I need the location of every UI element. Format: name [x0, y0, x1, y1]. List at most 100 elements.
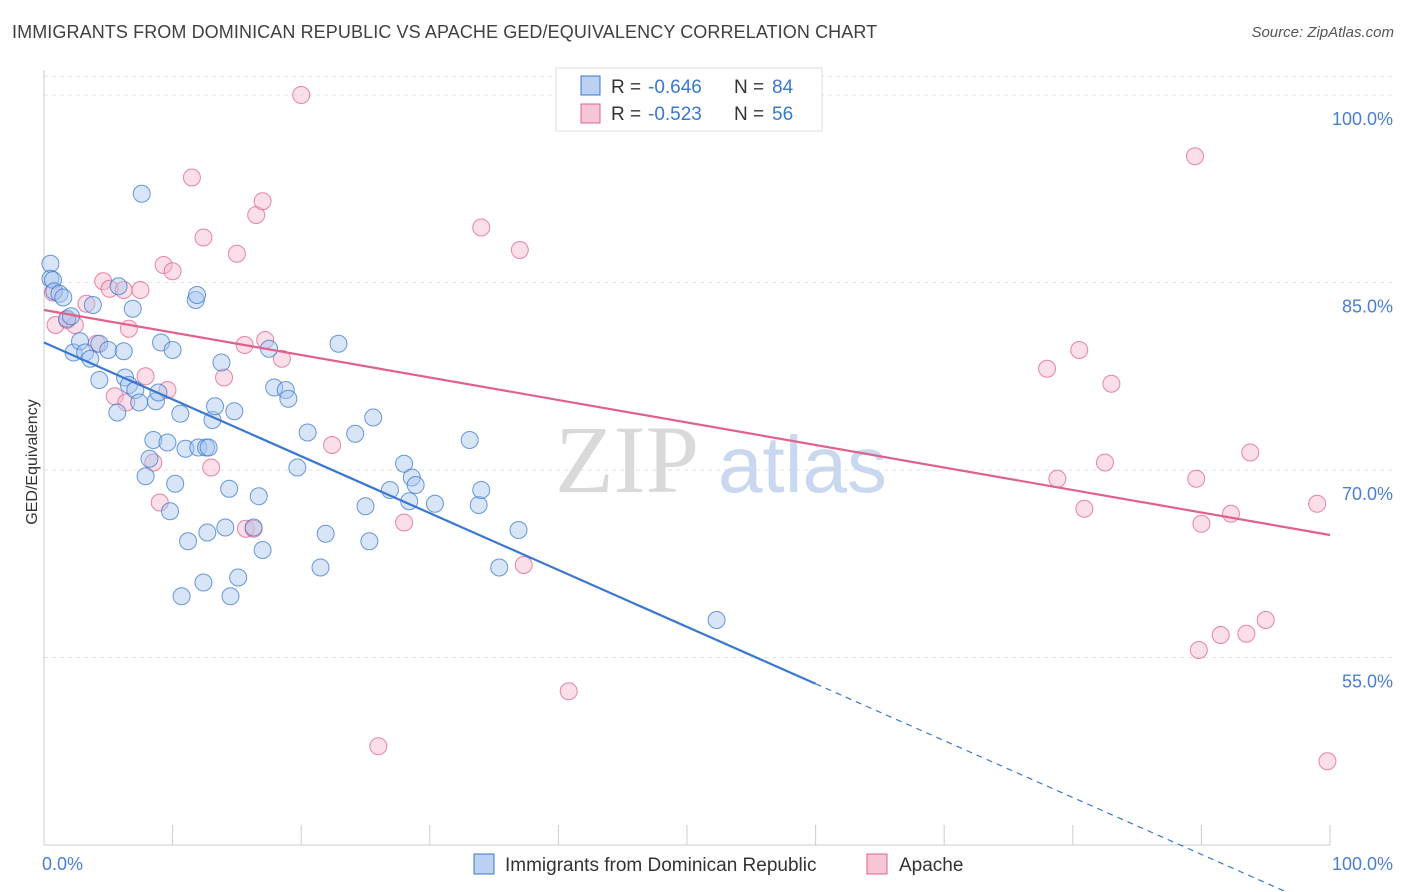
data-point-pink: [1048, 469, 1067, 488]
watermark-zip: ZIP: [555, 406, 699, 513]
data-point-pink: [395, 513, 414, 532]
data-point-blue: [179, 532, 198, 551]
data-point-pink: [292, 86, 311, 104]
correlation-legend: R = -0.646 N = 84 R = -0.523 N = 56: [555, 67, 823, 132]
data-point-blue: [144, 431, 163, 449]
data-point-pink: [1318, 752, 1337, 771]
data-point-pink: [202, 458, 221, 477]
data-point-pink: [1237, 624, 1256, 643]
y-tick-label: 85.0%: [1342, 297, 1393, 317]
data-point-blue: [225, 402, 244, 421]
x-tick-labels: 0.0% 100.0%: [42, 854, 1393, 874]
data-point-pink: [182, 168, 201, 187]
series-legend-label-blue: Immigrants from Dominican Republic: [505, 855, 817, 876]
data-point-blue: [472, 481, 491, 499]
data-point-blue: [71, 332, 90, 351]
y-tick-label: 55.0%: [1342, 672, 1393, 692]
data-point-blue: [41, 254, 60, 273]
data-point-blue: [360, 532, 379, 551]
data-point-blue: [188, 286, 207, 304]
data-point-pink: [272, 349, 291, 368]
data-point-blue: [158, 433, 177, 452]
data-point-blue: [90, 334, 109, 353]
watermark-atlas: atlas: [718, 420, 887, 509]
series-legend-swatch-pink: [866, 853, 888, 875]
chart-title: IMMIGRANTS FROM DOMINICAN REPUBLIC VS AP…: [12, 22, 878, 42]
axes: [43, 70, 1331, 846]
data-point-blue: [54, 288, 73, 307]
data-point-pink: [1038, 359, 1057, 378]
data-point-blue: [140, 449, 159, 468]
data-point-pink: [369, 737, 388, 756]
data-point-pink: [1102, 374, 1121, 393]
data-point-pink: [253, 192, 272, 211]
data-point-blue: [469, 496, 488, 514]
data-point-blue: [166, 474, 185, 493]
watermark: ZIP atlas: [555, 406, 887, 513]
data-point-blue: [298, 423, 317, 442]
data-point-pink: [131, 281, 150, 299]
data-point-blue: [395, 454, 414, 473]
data-point-blue: [220, 479, 239, 498]
legend-swatch-blue: [580, 75, 601, 96]
data-point-blue: [109, 277, 128, 296]
data-point-blue: [249, 487, 268, 506]
data-point-blue: [253, 541, 272, 559]
y-axis-label: GED/Equivalency: [24, 399, 41, 524]
legend-r-label-1: R =: [611, 77, 641, 98]
data-point-blue: [221, 587, 240, 606]
trend-line-blue: [43, 341, 817, 685]
data-point-pink: [323, 436, 342, 454]
data-point-blue: [329, 334, 348, 353]
source-label: Source: ZipAtlas.com: [1251, 24, 1394, 41]
data-point-blue: [45, 282, 64, 301]
data-point-blue: [509, 521, 528, 539]
series-legend: Immigrants from Dominican Republic Apach…: [473, 853, 963, 876]
data-point-blue: [288, 458, 307, 477]
data-point-pink: [1095, 453, 1114, 472]
y-tick-label: 100.0%: [1332, 109, 1393, 129]
series-legend-swatch-blue: [473, 853, 495, 875]
data-point-pink: [46, 316, 65, 334]
data-point-blue: [199, 438, 218, 457]
legend-n-label-1: N =: [734, 77, 764, 98]
trend-line-pink: [43, 308, 1331, 537]
data-point-pink: [117, 393, 136, 412]
data-point-blue: [206, 397, 225, 416]
data-point-pink: [472, 218, 491, 237]
data-point-blue: [265, 378, 284, 397]
data-point-blue: [216, 518, 235, 537]
data-point-blue: [90, 371, 109, 389]
data-point-blue: [194, 573, 213, 592]
data-point-pink: [1187, 469, 1206, 488]
data-point-blue: [108, 403, 127, 422]
data-point-blue: [136, 467, 155, 486]
data-point-blue: [123, 299, 142, 318]
data-point-blue: [244, 518, 263, 537]
data-point-blue: [406, 476, 425, 494]
data-point-pink: [1070, 341, 1089, 359]
data-point-blue: [490, 558, 509, 577]
data-point-blue: [189, 438, 208, 457]
data-point-blue: [212, 353, 231, 372]
data-point-pink: [163, 262, 182, 281]
data-point-pink: [1192, 514, 1211, 533]
data-point-pink: [1075, 499, 1094, 518]
data-point-blue: [316, 524, 335, 543]
y-tick-labels: 55.0% 70.0% 85.0% 100.0%: [1332, 109, 1393, 692]
data-point-pink: [44, 283, 63, 302]
data-point-pink: [236, 519, 255, 538]
series-legend-label-pink: Apache: [899, 855, 963, 876]
data-point-blue: [279, 389, 298, 408]
legend-n-value-2: 56: [772, 104, 793, 125]
data-point-pink: [559, 682, 578, 701]
legend-r-label-2: R =: [611, 104, 641, 125]
data-point-blue: [99, 341, 118, 359]
data-point-pink: [215, 368, 234, 387]
legend-r-value-1: -0.646: [648, 77, 702, 98]
data-point-pink: [194, 228, 213, 247]
data-point-pink: [77, 294, 96, 313]
data-point-pink: [1308, 494, 1327, 513]
data-point-pink: [227, 244, 246, 263]
